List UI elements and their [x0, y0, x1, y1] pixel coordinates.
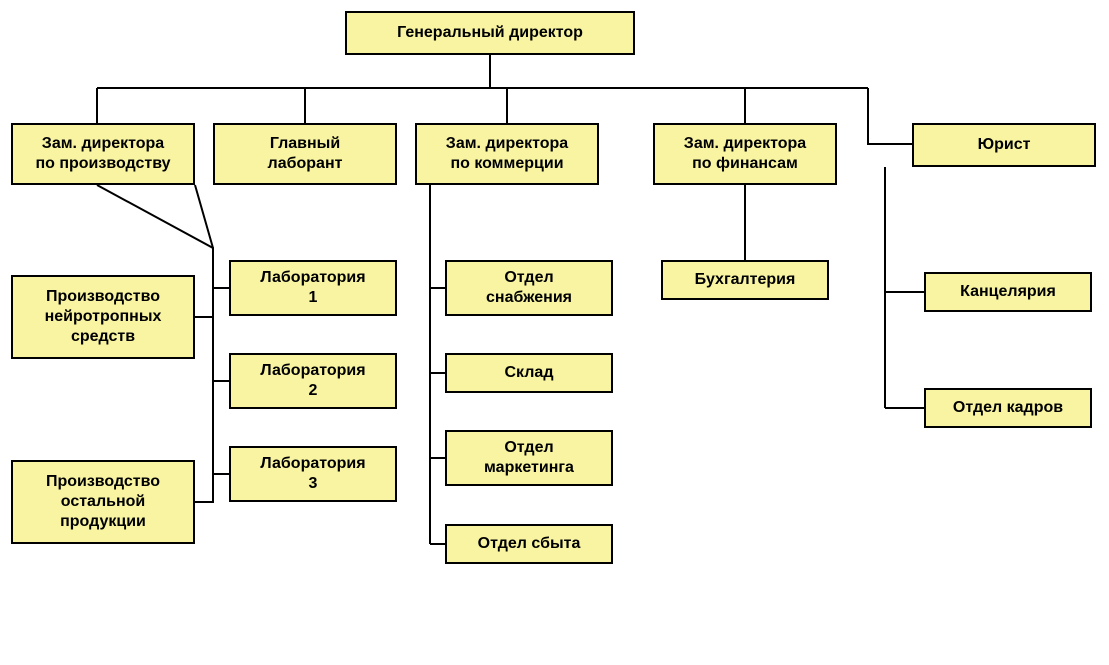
org-node-prod: Зам. директора по производству: [11, 123, 195, 185]
org-node-c4: Отдел сбыта: [445, 524, 613, 564]
org-node-root: Генеральный директор: [345, 11, 635, 55]
org-node-l1: Лаборатория 1: [229, 260, 397, 316]
org-node-o1: Канцелярия: [924, 272, 1092, 312]
org-node-comm: Зам. директора по коммерции: [415, 123, 599, 185]
org-node-lab: Главный лаборант: [213, 123, 397, 185]
org-node-p1: Производство нейротропных средств: [11, 275, 195, 359]
org-node-fin: Зам. директора по финансам: [653, 123, 837, 185]
org-node-c1: Отдел снабжения: [445, 260, 613, 316]
org-node-l3: Лаборатория 3: [229, 446, 397, 502]
org-node-c3: Отдел маркетинга: [445, 430, 613, 486]
org-node-c2: Склад: [445, 353, 613, 393]
org-node-f1: Бухгалтерия: [661, 260, 829, 300]
org-node-p2: Производство остальной продукции: [11, 460, 195, 544]
org-node-o2: Отдел кадров: [924, 388, 1092, 428]
org-node-jur: Юрист: [912, 123, 1096, 167]
org-node-l2: Лаборатория 2: [229, 353, 397, 409]
